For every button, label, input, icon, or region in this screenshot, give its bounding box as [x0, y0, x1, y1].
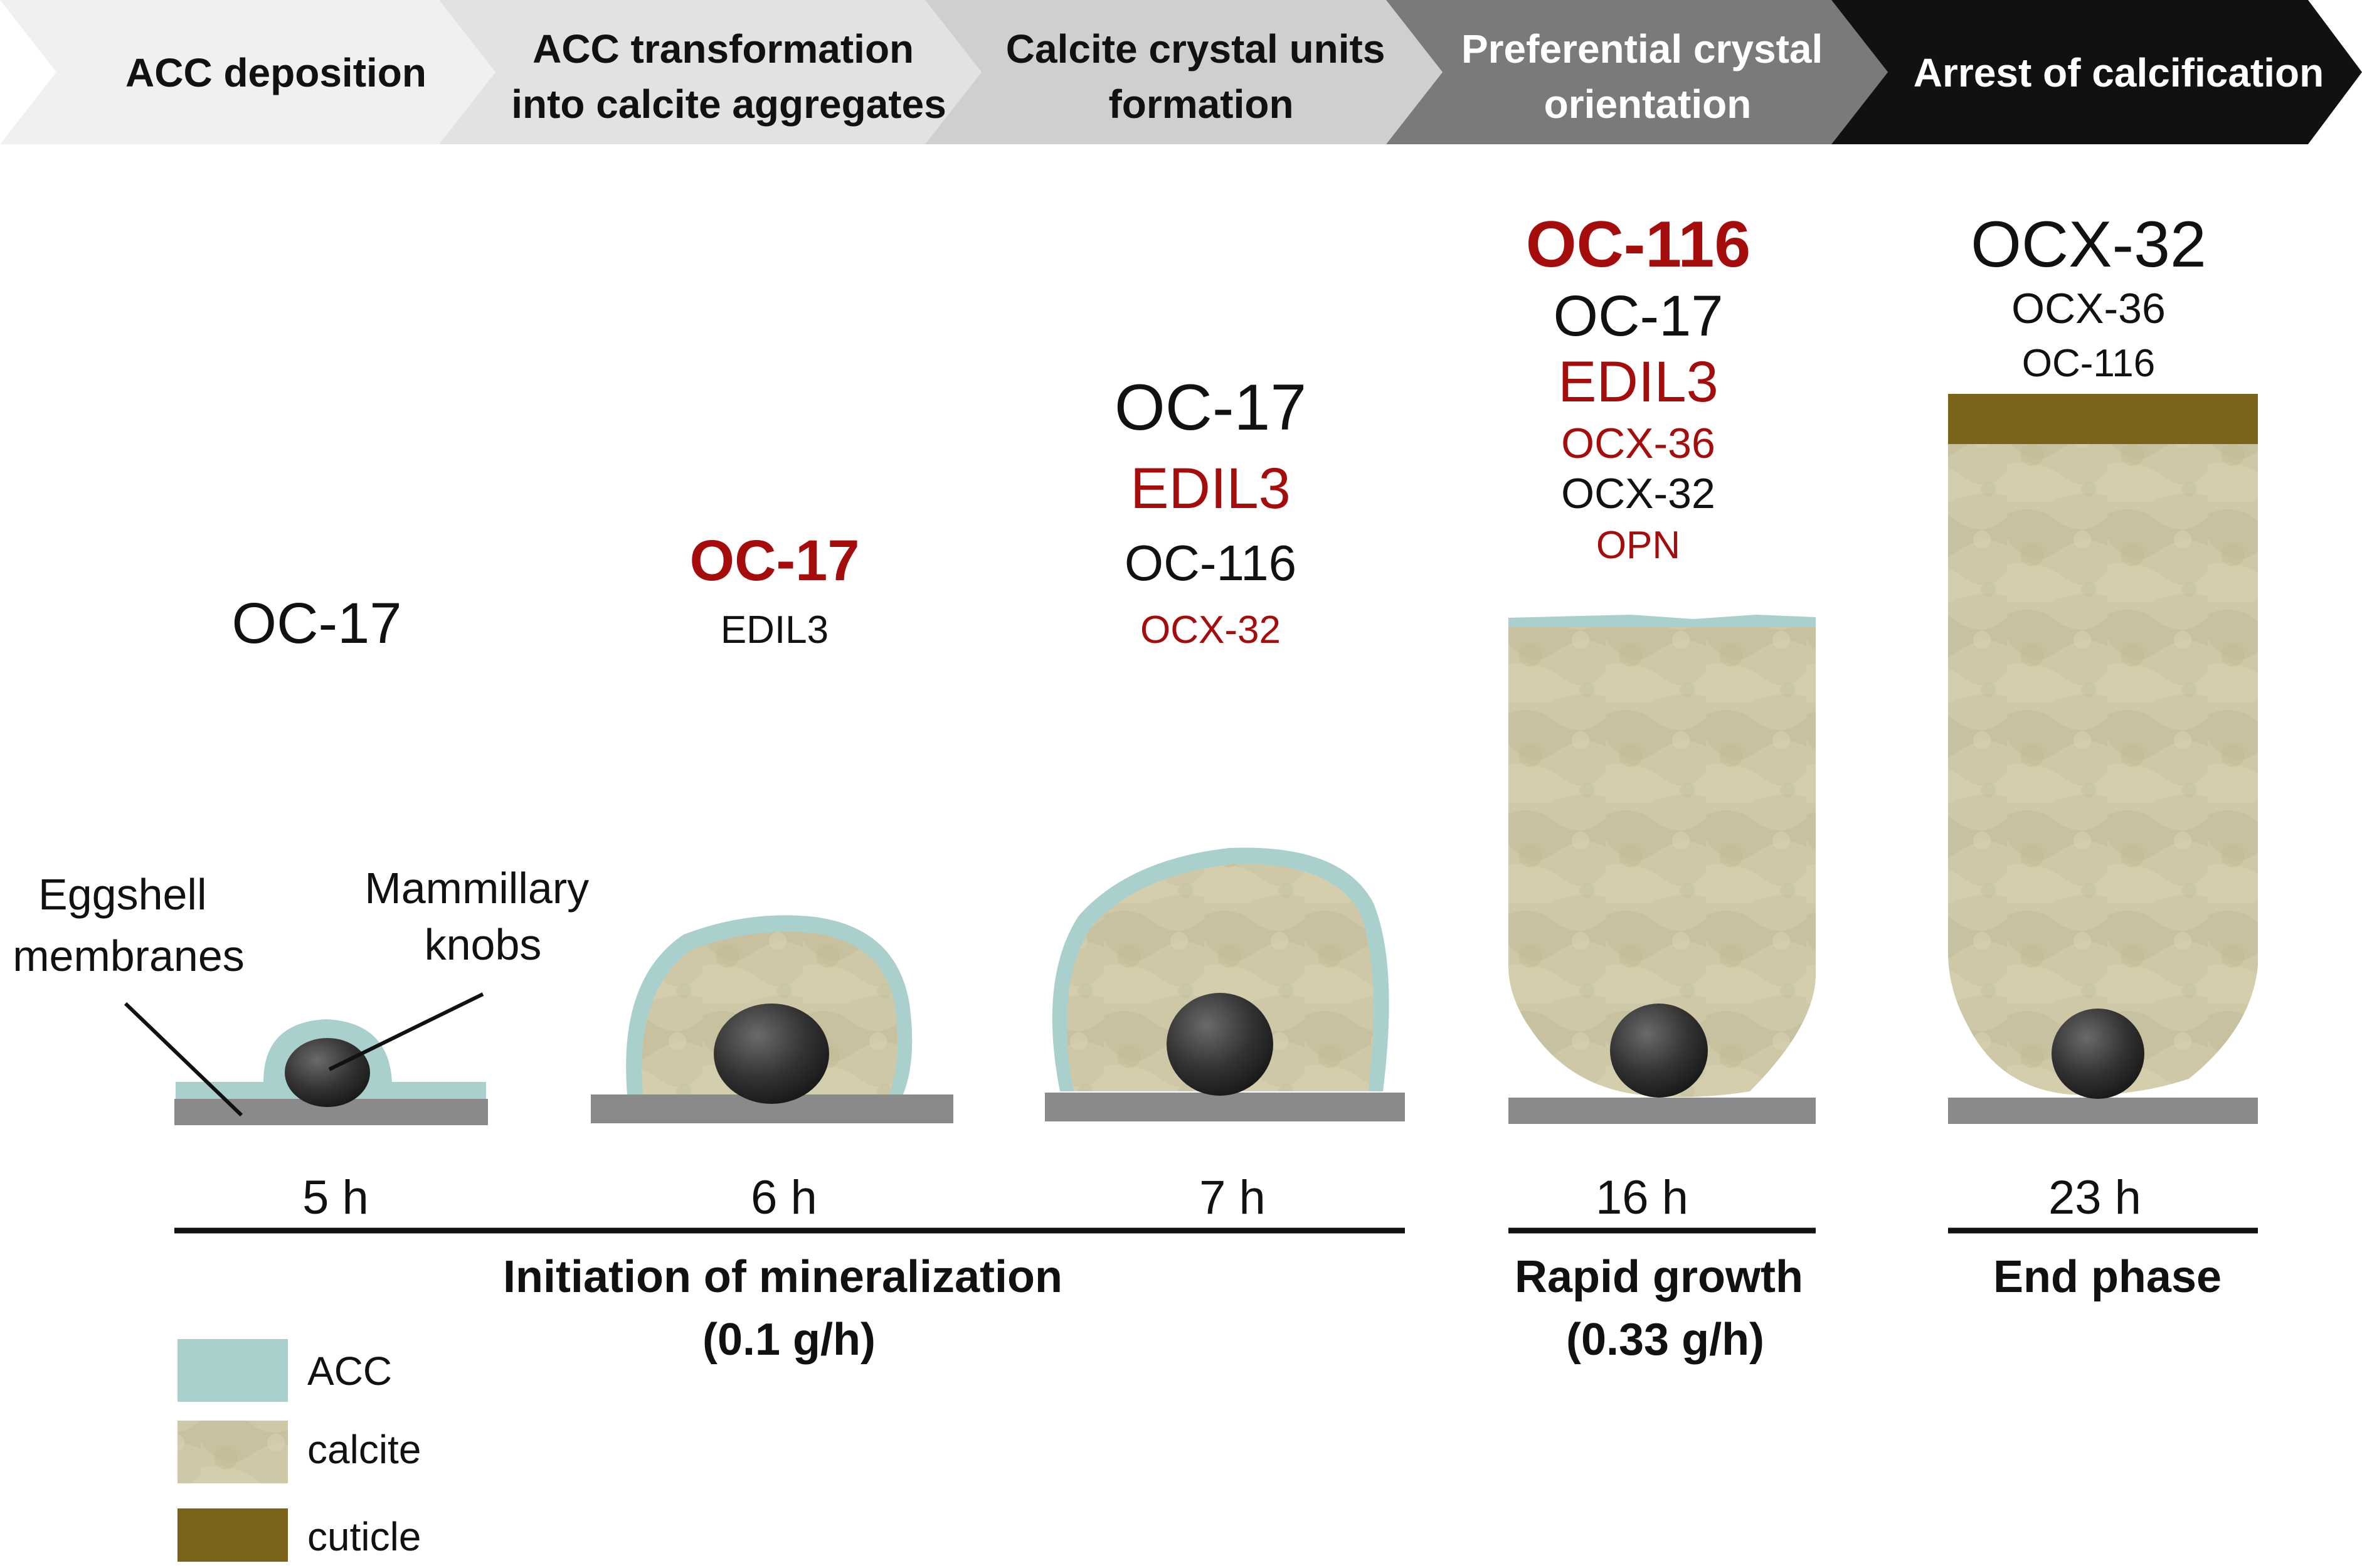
phase-label-rapid-growth: Rapid growth (0.33 g/h)	[1515, 1252, 1816, 1365]
stage-23h-illustration	[1948, 394, 2258, 1124]
protein-labels: OC-17OC-17EDIL3OC-17EDIL3OC-116OCX-32OC-…	[232, 208, 2206, 655]
legend-label-cuticle: cuticle	[307, 1514, 421, 1559]
phase-label-end: End phase	[1993, 1252, 2222, 1302]
stage-16h-illustration	[1508, 615, 1816, 1124]
phase-initiation-line-2: (0.1 g/h)	[702, 1315, 876, 1365]
knobs-line-2: knobs	[425, 920, 542, 969]
step-1-line-1: ACC deposition	[125, 50, 426, 95]
timeline: 5 h 6 h 7 h 16 h 23 h Initiation of mine…	[174, 1171, 2258, 1365]
protein-label-16h-5: OCX-32	[1561, 470, 1715, 517]
protein-label-23h-2: OCX-36	[2011, 285, 2166, 332]
calcite-column-23h	[1948, 444, 2258, 1095]
protein-label-7h-4: OCX-32	[1140, 608, 1281, 652]
stage-7h-illustration	[1045, 847, 1405, 1121]
time-label-6h: 6 h	[751, 1171, 817, 1224]
step-3-line-2: formation	[1108, 82, 1293, 127]
time-label-23h: 23 h	[2048, 1171, 2141, 1224]
legend: ACC calcite cuticle	[177, 1339, 421, 1562]
legend-swatch-cuticle	[177, 1508, 288, 1562]
time-label-16h: 16 h	[1596, 1171, 1688, 1224]
step-label-2: ACC transformation into calcite aggregat…	[511, 26, 946, 127]
step-arrow-acc-transformation	[439, 0, 982, 144]
eggshell-membrane-16h	[1508, 1098, 1816, 1124]
protein-label-23h-1: OCX-32	[1971, 208, 2206, 281]
step-4-line-2: orientation	[1544, 82, 1752, 127]
protein-label-16h-4: OCX-36	[1561, 420, 1715, 467]
step-arrow-calcite-units	[925, 0, 1443, 144]
protein-label-6h-1: OC-17	[690, 529, 860, 593]
cuticle-layer-23h	[1948, 394, 2258, 445]
stage-5h-illustration: Eggshell membranes Mammillary knobs	[13, 864, 601, 1125]
knobs-line-1: Mammillary	[364, 864, 589, 913]
protein-label-5h-1: OC-17	[232, 591, 402, 655]
membranes-line-1: Eggshell	[38, 870, 207, 919]
phase-initiation-line-1: Initiation of mineralization	[503, 1252, 1062, 1302]
phase-rapid-line-2: (0.33 g/h)	[1566, 1315, 1764, 1365]
step-label-3: Calcite crystal units formation	[1006, 26, 1396, 127]
legend-label-calcite: calcite	[307, 1427, 421, 1472]
mammillary-knob-23h	[2052, 1009, 2144, 1099]
mammillary-knob-5h	[285, 1038, 370, 1107]
legend-swatch-calcite	[177, 1421, 288, 1483]
knobs-pointer-line	[328, 992, 484, 1071]
step-label-5: Arrest of calcification	[1914, 50, 2324, 95]
step-4-line-1: Preferential crystal	[1461, 26, 1823, 72]
step-arrow-acc-deposition	[0, 0, 495, 144]
step-label-1: ACC deposition	[125, 50, 426, 95]
step-3-line-1: Calcite crystal units	[1006, 26, 1385, 72]
phase-end-line-1: End phase	[1993, 1252, 2222, 1302]
acc-top-16h	[1508, 615, 1816, 628]
eggshell-membrane-7h	[1045, 1093, 1405, 1121]
protein-label-16h-6: OPN	[1596, 524, 1680, 567]
mammillary-knobs-annotation: Mammillary knobs	[364, 864, 601, 969]
protein-label-7h-1: OC-17	[1115, 371, 1306, 444]
membranes-pointer-line	[124, 1002, 243, 1117]
step-2-line-1: ACC transformation	[532, 26, 914, 72]
phase-rapid-line-1: Rapid growth	[1515, 1252, 1803, 1302]
protein-label-16h-3: EDIL3	[1558, 350, 1719, 414]
step-5-line-1: Arrest of calcification	[1914, 50, 2324, 95]
protein-label-7h-2: EDIL3	[1130, 457, 1291, 521]
time-label-5h: 5 h	[302, 1171, 369, 1224]
eggshell-membrane-23h	[1948, 1098, 2258, 1124]
mammillary-knob-7h	[1167, 993, 1273, 1096]
eggshell-membranes-annotation: Eggshell membranes	[13, 870, 245, 980]
legend-label-acc: ACC	[307, 1348, 392, 1394]
step-2-line-2: into calcite aggregates	[511, 82, 946, 127]
mammillary-knob-16h	[1610, 1004, 1708, 1098]
step-label-4: Preferential crystal orientation	[1461, 26, 1834, 127]
membranes-line-2: membranes	[13, 931, 245, 980]
stage-6h-illustration	[591, 915, 953, 1123]
mammillary-knob-6h	[714, 1004, 829, 1104]
protein-label-16h-1: OC-116	[1526, 208, 1750, 281]
phase-label-initiation: Initiation of mineralization (0.1 g/h)	[503, 1252, 1075, 1365]
protein-label-23h-3: OC-116	[2022, 342, 2156, 385]
process-steps-banner: ACC deposition ACC transformation into c…	[0, 0, 2362, 144]
calcite-mass-7h	[1066, 864, 1374, 1091]
step-arrow-preferential-orientation	[1386, 0, 1888, 144]
protein-label-7h-3: OC-116	[1125, 535, 1296, 591]
time-label-7h: 7 h	[1199, 1171, 1266, 1224]
calcite-column-16h	[1508, 627, 1816, 1097]
legend-swatch-acc	[177, 1339, 288, 1402]
protein-label-6h-2: EDIL3	[721, 608, 829, 652]
step-arrow-arrest-calcification	[1831, 0, 2362, 144]
protein-label-16h-2: OC-17	[1554, 284, 1724, 348]
